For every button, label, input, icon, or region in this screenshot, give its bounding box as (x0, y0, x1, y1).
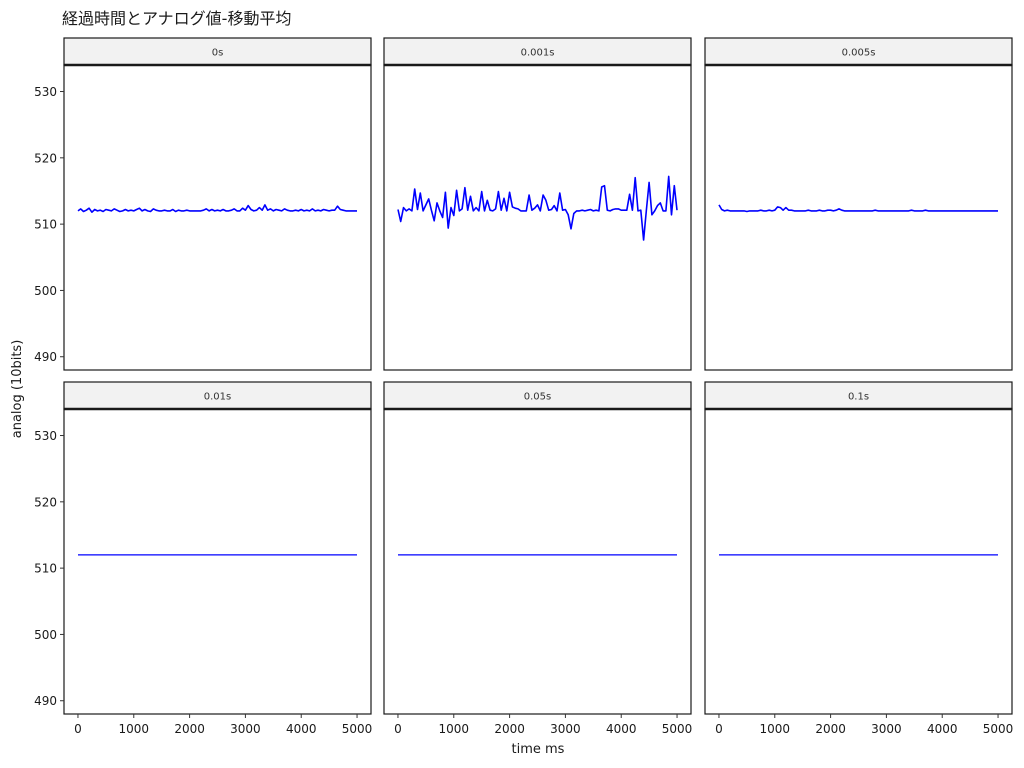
y-axis-title: analog (10bits) (10, 340, 25, 439)
facet-panel (383, 408, 692, 715)
y-tick-label: 530 (34, 429, 57, 443)
x-tick-label: 4000 (927, 722, 958, 736)
x-tick-label: 2000 (494, 722, 525, 736)
facet-strip (63, 381, 372, 410)
series-line (77, 204, 357, 213)
x-tick-label: 5000 (662, 722, 693, 736)
y-tick-label: 520 (34, 495, 57, 509)
facet-strip (704, 381, 1013, 410)
series-line (718, 204, 998, 213)
facet-strip (704, 37, 1013, 66)
x-tick-label: 1000 (118, 722, 149, 736)
y-tick-label: 500 (34, 284, 57, 298)
x-tick-label: 3000 (871, 722, 902, 736)
facet-strip-label: 0.001s (521, 48, 555, 59)
x-tick-label: 4000 (606, 722, 637, 736)
x-tick-label: 3000 (550, 722, 581, 736)
facet-strip-label: 0.1s (848, 392, 869, 403)
x-tick-label: 1000 (759, 722, 790, 736)
x-tick-label: 0 (394, 722, 402, 736)
x-tick-label: 4000 (286, 722, 317, 736)
x-axis-title: time ms (512, 742, 565, 757)
facet-strip (383, 37, 692, 66)
facet-strip-label: 0.01s (204, 392, 231, 403)
y-tick-label: 520 (34, 151, 57, 165)
x-tick-label: 2000 (815, 722, 846, 736)
y-tick-label: 530 (34, 85, 57, 99)
facet-strip-label: 0.005s (842, 48, 876, 59)
x-tick-label: 0 (74, 722, 82, 736)
facet-panel (63, 408, 372, 715)
facet-strip-label: 0s (212, 48, 224, 59)
facet-panel (63, 64, 372, 371)
facet-strip (63, 37, 372, 66)
facet-panel (704, 64, 1013, 371)
y-tick-label: 510 (34, 562, 57, 576)
y-tick-label: 510 (34, 218, 57, 232)
x-tick-label: 2000 (174, 722, 205, 736)
x-tick-label: 5000 (983, 722, 1014, 736)
chart-title: 経過時間とアナログ値-移動平均 (62, 9, 292, 28)
series-line (397, 175, 678, 241)
facet-strip (383, 381, 692, 410)
x-tick-label: 5000 (342, 722, 373, 736)
y-tick-label: 490 (34, 350, 57, 364)
x-tick-label: 1000 (438, 722, 469, 736)
y-tick-label: 500 (34, 628, 57, 642)
x-tick-label: 3000 (230, 722, 261, 736)
y-tick-label: 490 (34, 694, 57, 708)
facet-strip-label: 0.05s (524, 392, 551, 403)
x-tick-label: 0 (715, 722, 723, 736)
facet-panel (704, 408, 1013, 715)
